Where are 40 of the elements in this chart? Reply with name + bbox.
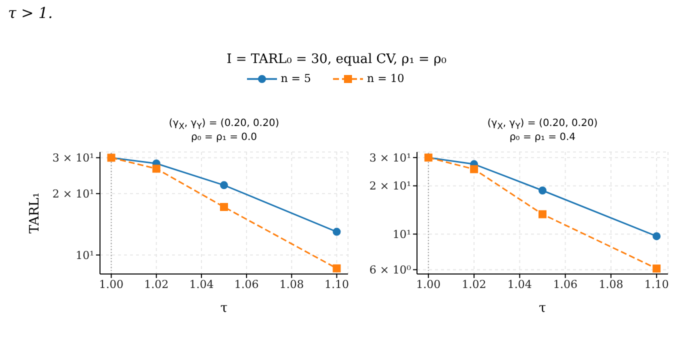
x-tick-label: 1.08 <box>598 278 624 291</box>
x-tick-label: 1.02 <box>144 278 169 291</box>
x-axis-title: τ <box>220 301 228 316</box>
y-tick-label: 3 × 10¹ <box>369 151 411 164</box>
x-tick-label: 1.08 <box>279 278 304 291</box>
x-tick-label: 1.04 <box>507 278 532 291</box>
x-tick-label: 1.02 <box>462 278 486 291</box>
x-tick-label: 1.06 <box>553 278 578 291</box>
x-tick-label: 1.10 <box>324 278 349 291</box>
y-tick-label: 10¹ <box>76 248 94 262</box>
y-tick-label: 10¹ <box>392 228 411 242</box>
legend-label: n = 10 <box>366 72 404 85</box>
point <box>652 264 661 273</box>
point <box>220 181 228 190</box>
chart-title: (γ$_{X}$, γ$_{Y}$) = (0.20, 0.20) <box>168 118 280 132</box>
x-tick-label: 1.00 <box>416 278 441 291</box>
x-tick-label: 1.04 <box>189 278 214 291</box>
x-axis-title: τ <box>538 301 546 316</box>
y-axis-title: TARL₁ <box>28 192 43 234</box>
text: τ > 1. <box>8 4 53 22</box>
y-tick-label: 6 × 10⁰ <box>369 264 412 277</box>
chart-subtitle: ρ₀ = ρ₁ = 0.4 <box>508 132 577 144</box>
y-tick-label: 2 × 10¹ <box>52 188 94 201</box>
x-tick-label: 1.10 <box>644 278 669 291</box>
text: I = TARL₀ = 30, equal CV, ρ₁ = ρ₀ <box>226 52 448 67</box>
x-tick-label: 1.06 <box>234 278 259 291</box>
legend-label: n = 5 <box>280 72 311 85</box>
point <box>470 165 478 174</box>
y-tick-label: 3 × 10¹ <box>52 152 94 165</box>
chart-title: (γ$_{X}$, γ$_{Y}$) = (0.20, 0.20) <box>486 118 599 132</box>
point <box>332 264 341 272</box>
point <box>538 210 546 218</box>
point <box>220 202 228 211</box>
chart-subtitle: ρ₀ = ρ₁ = 0.0 <box>190 132 258 144</box>
point <box>332 228 341 236</box>
x-tick-label: 1.00 <box>99 278 124 291</box>
point <box>152 164 160 173</box>
y-tick-label: 2 × 10¹ <box>369 180 411 193</box>
point <box>652 232 661 240</box>
point <box>538 186 546 194</box>
